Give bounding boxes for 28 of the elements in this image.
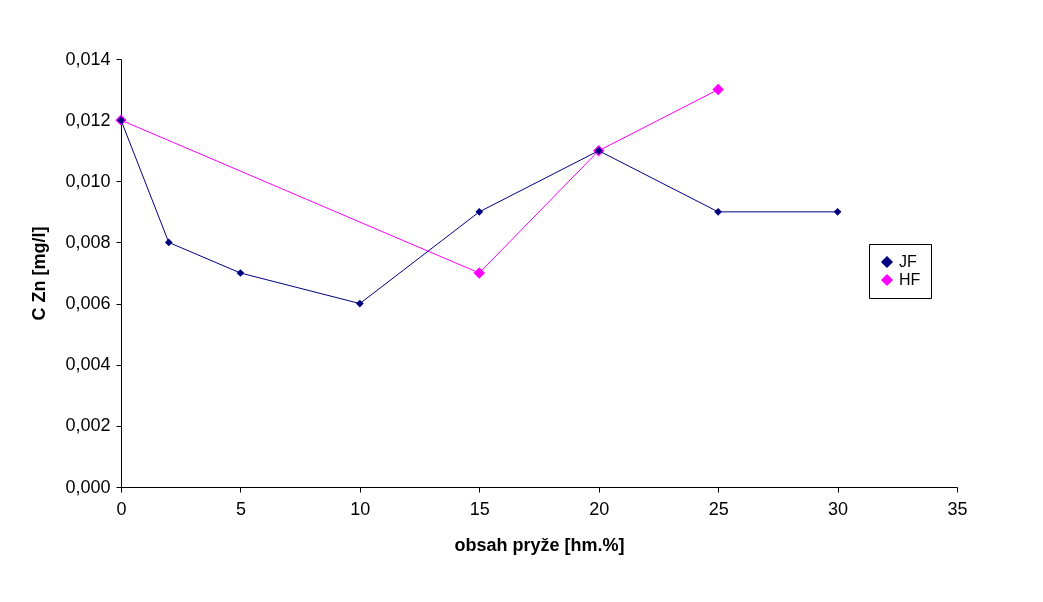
point: [833, 207, 842, 216]
x-tick-label: 30: [828, 498, 849, 519]
x-tick-label: 15: [469, 498, 490, 519]
point: [164, 238, 173, 247]
x-tick-label: 0: [116, 498, 127, 519]
point: [712, 83, 724, 96]
x-tick-label: 25: [708, 498, 729, 519]
legend-label: JF: [899, 253, 917, 270]
point: [475, 207, 484, 216]
y-tick-label: 0,008: [65, 231, 111, 252]
y-tick-label: 0,004: [65, 354, 111, 375]
y-tick-label: 0,002: [65, 415, 111, 436]
legend-label: HF: [899, 271, 921, 288]
x-tick-label: 35: [947, 498, 968, 519]
y-tick-label: 0,014: [65, 48, 111, 69]
point: [236, 269, 245, 277]
point: [355, 299, 364, 308]
point: [473, 267, 485, 279]
x-axis-title: obsah pryže [hm.%]: [454, 534, 625, 555]
x-tick-label: 10: [350, 498, 371, 519]
y-axis-title: C Zn [mg/l]: [29, 226, 50, 321]
y-tick-label: 0,012: [65, 109, 111, 130]
x-tick-label: 5: [235, 498, 246, 519]
y-tick-label: 0,010: [65, 170, 111, 191]
y-tick-label: 0,000: [65, 476, 111, 497]
x-tick-label: 20: [589, 498, 610, 519]
y-tick-label: 0,006: [65, 293, 111, 314]
point: [714, 207, 723, 216]
